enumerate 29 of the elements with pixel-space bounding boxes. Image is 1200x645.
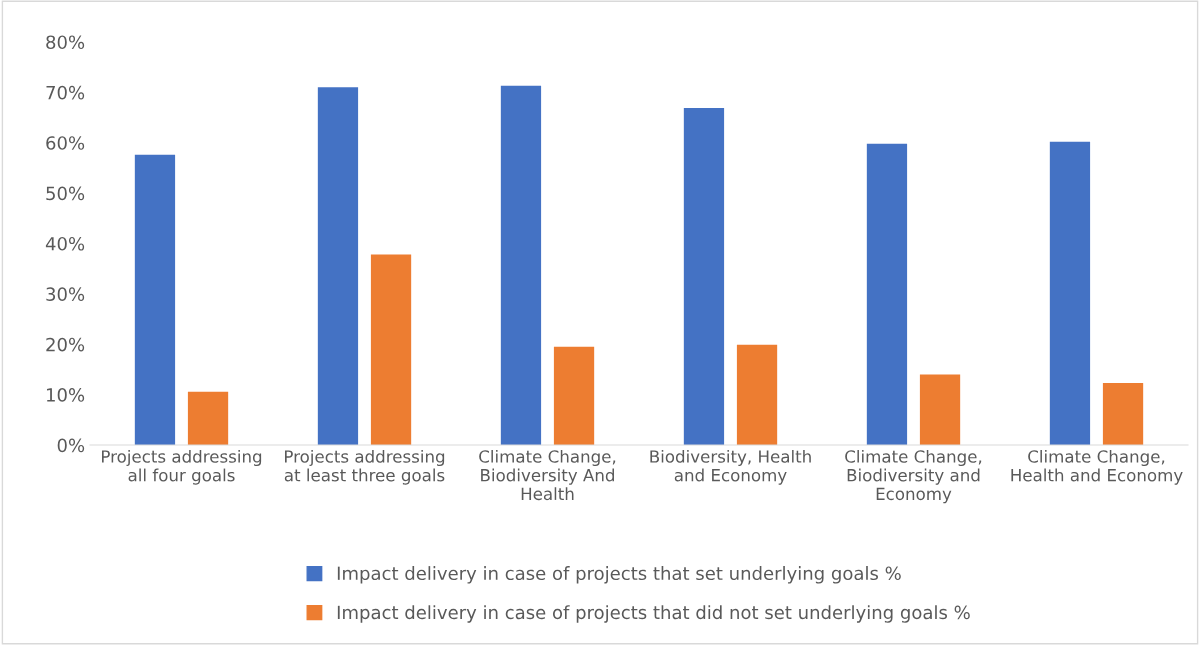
x-tick-label: Biodiversity, Health and Economy [650, 449, 811, 485]
bar [370, 254, 412, 446]
y-tick-label: 30% [46, 287, 85, 301]
x-tick-label: Climate Change, Biodiversity And Health [479, 449, 616, 501]
bar [500, 85, 542, 446]
legend-label: Impact delivery in case of projects that did not set underlying goals % [337, 605, 970, 623]
bar [134, 154, 176, 446]
x-tick-label: Projects addressing all four goals [102, 449, 262, 485]
y-tick-label: 0% [57, 438, 85, 453]
bar [1049, 141, 1091, 446]
bar [866, 143, 908, 446]
bar [317, 87, 359, 446]
bar [919, 374, 961, 446]
bar [683, 107, 725, 446]
y-tick-label: 40% [45, 236, 85, 251]
y-tick-label: 60% [46, 136, 85, 150]
bar [736, 344, 778, 446]
y-tick-label: 80% [46, 35, 85, 50]
x-tick-label: Climate Change, Health and Economy [1011, 449, 1183, 485]
y-tick-label: 10% [46, 388, 85, 402]
y-tick-label: 70% [46, 85, 85, 100]
y-tick-label: 20% [46, 337, 85, 352]
y-tick-label: 50% [46, 186, 85, 201]
bar [553, 346, 595, 446]
bar [187, 391, 229, 446]
x-tick-label: Climate Change, Biodiversity and Economy [845, 449, 982, 504]
legend-label: Impact delivery in case of projects that set underlying goals % [337, 566, 901, 584]
x-tick-label: Projects addressing at least three goals [284, 449, 445, 485]
bar [1102, 383, 1144, 446]
